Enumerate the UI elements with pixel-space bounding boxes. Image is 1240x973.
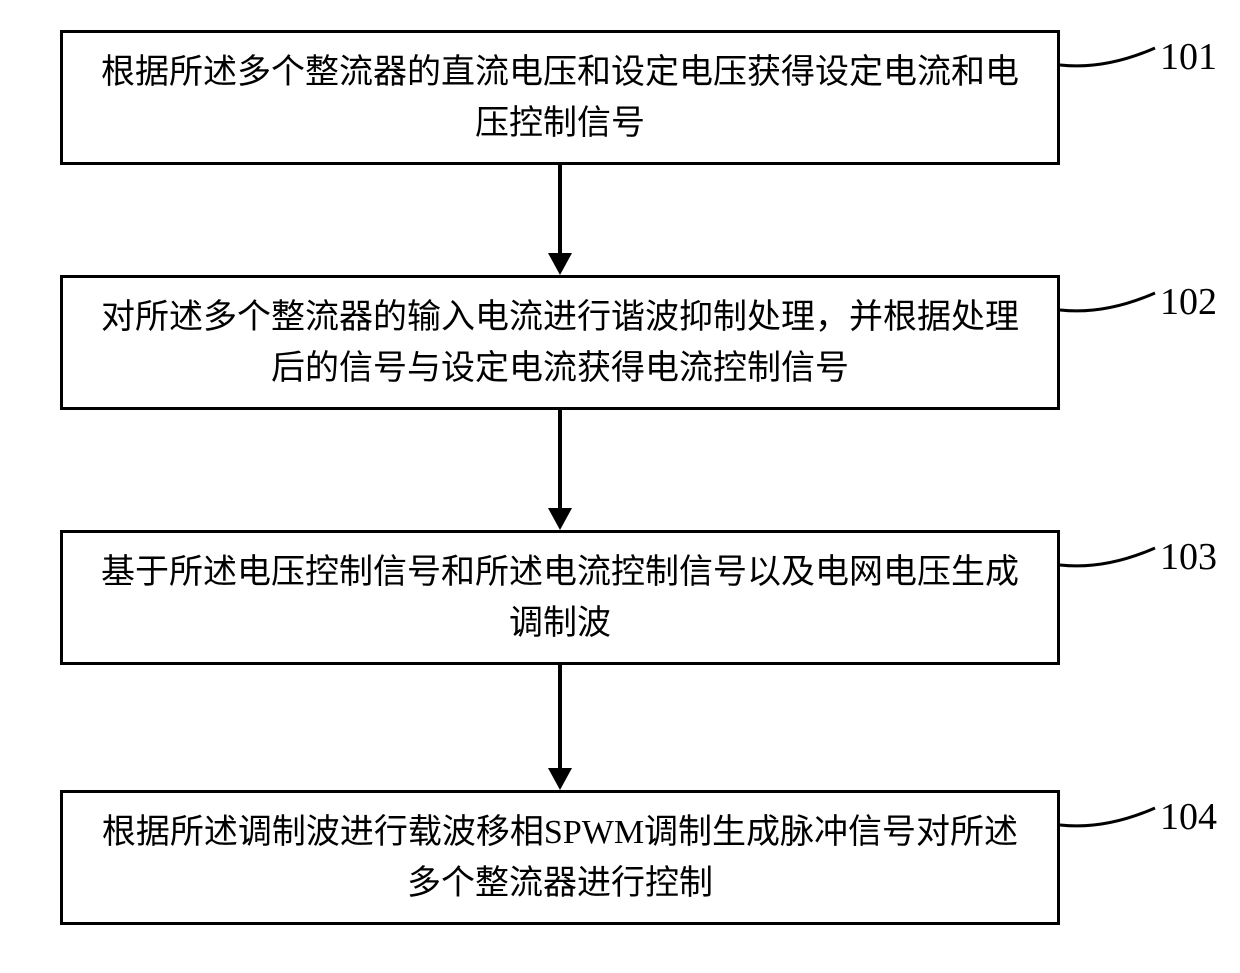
flowchart-step-4: 根据所述调制波进行载波移相SPWM调制生成脉冲信号对所述多个整流器进行控制	[60, 790, 1060, 925]
arrow-1-to-2-head	[548, 253, 572, 275]
label-connector-4	[1060, 795, 1160, 850]
arrow-3-to-4-head	[548, 768, 572, 790]
step-2-label: 102	[1160, 280, 1217, 324]
flowchart-container: 根据所述多个整流器的直流电压和设定电压获得设定电流和电压控制信号 101 对所述…	[0, 0, 1240, 973]
step-3-label: 103	[1160, 535, 1217, 579]
arrow-3-to-4-line	[558, 665, 562, 768]
step-4-label: 104	[1160, 795, 1217, 839]
arrow-2-to-3-line	[558, 410, 562, 508]
flowchart-step-2: 对所述多个整流器的输入电流进行谐波抑制处理，并根据处理后的信号与设定电流获得电流…	[60, 275, 1060, 410]
label-connector-2	[1060, 280, 1160, 335]
step-1-text: 根据所述多个整流器的直流电压和设定电压获得设定电流和电压控制信号	[87, 47, 1033, 149]
step-3-text: 基于所述电压控制信号和所述电流控制信号以及电网电压生成调制波	[87, 547, 1033, 649]
flowchart-step-3: 基于所述电压控制信号和所述电流控制信号以及电网电压生成调制波	[60, 530, 1060, 665]
step-2-text: 对所述多个整流器的输入电流进行谐波抑制处理，并根据处理后的信号与设定电流获得电流…	[87, 292, 1033, 394]
flowchart-step-1: 根据所述多个整流器的直流电压和设定电压获得设定电流和电压控制信号	[60, 30, 1060, 165]
label-connector-1	[1060, 35, 1160, 90]
arrow-1-to-2-line	[558, 165, 562, 253]
step-4-text: 根据所述调制波进行载波移相SPWM调制生成脉冲信号对所述多个整流器进行控制	[87, 807, 1033, 909]
arrow-2-to-3-head	[548, 508, 572, 530]
step-1-label: 101	[1160, 35, 1217, 79]
label-connector-3	[1060, 535, 1160, 590]
